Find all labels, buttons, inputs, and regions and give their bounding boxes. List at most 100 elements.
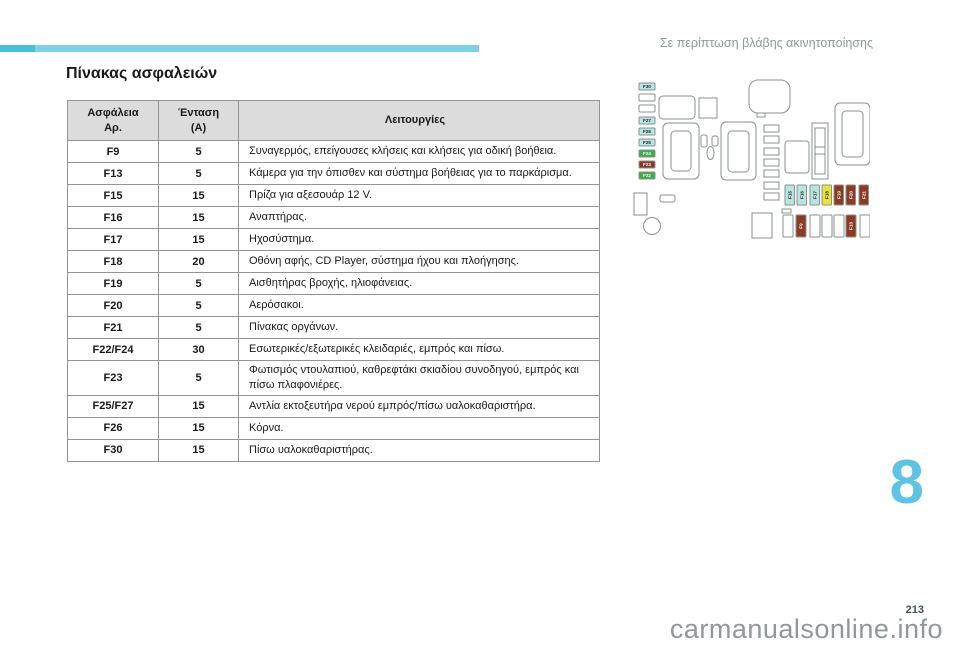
fuse-f23: F23 bbox=[638, 160, 656, 169]
fuse-number-cell: F9 bbox=[67, 140, 159, 163]
function-cell: Αερόσακοι. bbox=[238, 294, 600, 317]
header-amperage: Ένταση (A) bbox=[158, 100, 239, 141]
function-cell: Κάμερα για την όπισθεν και σύστημα βοήθε… bbox=[238, 162, 600, 185]
relay-outline bbox=[748, 79, 791, 114]
fuse-label: F30 bbox=[643, 84, 651, 89]
fuse-f19: F19 bbox=[833, 184, 844, 206]
fuse-label: F16 bbox=[799, 191, 804, 199]
fuse-number-cell: F21 bbox=[67, 316, 159, 339]
top-accent-bar bbox=[0, 45, 479, 52]
relay-outline bbox=[834, 102, 870, 166]
relay-outline bbox=[720, 121, 757, 181]
function-cell: Εσωτερικές/εξωτερικές κλειδαριές, εμπρός… bbox=[238, 338, 600, 361]
fuse-table: Ασφάλεια Αρ. Ένταση (A) Λειτουργίες F9 5 Σ… bbox=[67, 100, 600, 462]
module-outline bbox=[659, 194, 676, 203]
relay-outline bbox=[658, 95, 696, 120]
amperage-cell: 15 bbox=[158, 438, 239, 462]
fuse-label: F21 bbox=[861, 191, 866, 199]
relay-outline bbox=[698, 97, 718, 119]
amperage-cell: 15 bbox=[158, 184, 239, 207]
table-row: F22/F24 30 Εσωτερικές/εξωτερικές κλειδαριέ… bbox=[67, 338, 600, 361]
top-accent-bar-dark-segment bbox=[0, 45, 35, 52]
running-header: Σε περίπτωση βλάβης ακινητοποίησης bbox=[659, 36, 873, 50]
empty-fuse-slot bbox=[821, 214, 833, 238]
fuse-label: F23 bbox=[643, 162, 651, 167]
fuse-number-cell: F13 bbox=[67, 162, 159, 185]
fuse-table-body: F9 5 Συναγερμός, επείγουσες κλήσεις και κλ… bbox=[67, 140, 600, 462]
table-row: F18 20 Οθόνη αφής, CD Player, σύστημα ήχου… bbox=[67, 250, 600, 273]
table-row: F9 5 Συναγερμός, επείγουσες κλήσεις και κλ… bbox=[67, 140, 600, 163]
empty-fuse-slot bbox=[638, 104, 656, 113]
empty-fuse-slot bbox=[638, 93, 656, 102]
table-row: F15 15 Πρίζα για αξεσουάρ 12 V. bbox=[67, 184, 600, 207]
relay-outline bbox=[811, 122, 829, 180]
fuse-number-cell: F26 bbox=[67, 416, 159, 440]
amperage-cell: 5 bbox=[158, 316, 239, 339]
function-cell: Πίνακας οργάνων. bbox=[238, 316, 600, 339]
fuse-number-cell: F19 bbox=[67, 272, 159, 295]
function-cell: Φωτισμός ντουλαπιού, καθρεφτάκι σκιαδίου… bbox=[238, 360, 600, 396]
fuse-number-cell: F15 bbox=[67, 184, 159, 207]
fuse-f9: F9 bbox=[795, 214, 807, 238]
function-cell: Πίσω υαλοκαθαριστήρας. bbox=[238, 438, 600, 462]
fuse-row-group: F15 F16 F17 F18 F19 F20 F21 bbox=[784, 184, 869, 206]
relay-outline bbox=[841, 110, 864, 158]
table-row: F23 5 Φωτισμός ντουλαπιού, καθρεφτάκι σκια… bbox=[67, 360, 600, 396]
small-slot bbox=[781, 208, 792, 214]
fuse-f27: F27 bbox=[638, 116, 656, 125]
empty-fuse-slot bbox=[833, 214, 845, 238]
table-row: F21 5 Πίνακας οργάνων. bbox=[67, 316, 600, 339]
fuse-f24: F24 bbox=[638, 149, 656, 158]
watermark: carmanualsonline.info bbox=[669, 614, 943, 644]
maxi-fuse-slot bbox=[763, 124, 780, 133]
fuse-label: F25 bbox=[643, 140, 651, 145]
empty-fuse-slot bbox=[809, 214, 821, 238]
fuse-number-cell: F23 bbox=[67, 360, 159, 396]
module-outline bbox=[751, 212, 773, 239]
fuse-label: F22 bbox=[643, 173, 651, 178]
table-row: F13 5 Κάμερα για την όπισθεν και σύστημα β… bbox=[67, 162, 600, 185]
fuse-label: F13 bbox=[849, 222, 854, 230]
relay-tab bbox=[756, 112, 766, 118]
maxi-fuse-slot bbox=[763, 135, 780, 144]
relay-outline bbox=[727, 130, 750, 173]
label-column-group: F30 F27 F26 F25 F24 F23 F22 bbox=[638, 82, 656, 180]
empty-fuse-slot bbox=[782, 214, 794, 238]
maxi-fuse-slot bbox=[763, 158, 780, 167]
fuse-label: F9 bbox=[799, 223, 804, 229]
amperage-cell: 5 bbox=[158, 360, 239, 396]
bottom-row-group: F9 F13 bbox=[782, 214, 870, 238]
chapter-number: 8 bbox=[889, 448, 924, 517]
function-cell: Ηχοσύστημα. bbox=[238, 228, 600, 251]
maxi-fuse-slot bbox=[763, 169, 780, 178]
amperage-cell: 30 bbox=[158, 338, 239, 361]
fuse-label: F26 bbox=[643, 129, 651, 134]
fuse-label: F24 bbox=[643, 151, 651, 156]
fuse-f13: F13 bbox=[845, 214, 857, 238]
page-number: 213 bbox=[905, 604, 924, 616]
fuse-label: F20 bbox=[848, 191, 853, 199]
connector-pin bbox=[711, 135, 719, 147]
fuse-number-cell: F20 bbox=[67, 294, 159, 317]
amperage-cell: 5 bbox=[158, 272, 239, 295]
header-fuse-number: Ασφάλεια Αρ. bbox=[67, 100, 159, 141]
connector-pin bbox=[700, 134, 708, 148]
function-cell: Αισθητήρας βροχής, ηλιοφάνειας. bbox=[238, 272, 600, 295]
fuse-label: F18 bbox=[824, 191, 829, 199]
function-cell: Συναγερμός, επείγουσες κλήσεις και κλήσε… bbox=[238, 140, 600, 163]
table-row: F25/F27 15 Αντλία εκτοξευτήρα νερού εμπρός… bbox=[67, 394, 600, 418]
amperage-cell: 5 bbox=[158, 294, 239, 317]
page-title: Πίνακας ασφαλειών bbox=[66, 65, 218, 82]
maxi-fuse-slot bbox=[763, 192, 780, 201]
connector-pin bbox=[706, 146, 715, 160]
relay-outline bbox=[662, 122, 700, 180]
header-functions: Λειτουργίες bbox=[238, 100, 600, 141]
amperage-cell: 15 bbox=[158, 228, 239, 251]
fuse-label: F19 bbox=[836, 191, 841, 199]
maxi-fuse-slot bbox=[763, 181, 780, 190]
function-cell: Κόρνα. bbox=[238, 416, 600, 440]
fuse-number-cell: F22/F24 bbox=[67, 338, 159, 361]
amperage-cell: 5 bbox=[158, 162, 239, 185]
fusebox-diagram: F30 F27 F26 F25 F24 F23 F22 F15 F16 F17 F18 F19 F20… bbox=[633, 79, 870, 239]
